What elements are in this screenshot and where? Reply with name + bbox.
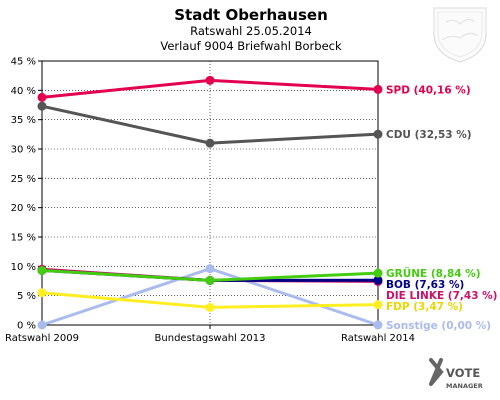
end-labels: SPD (40,16 %) CDU (32,53 %) GRÜNE (8,84 %)… — [386, 84, 497, 332]
y-tick-label: 30 % — [11, 145, 36, 156]
x-tick-label: Ratswahl 2014 — [341, 333, 415, 344]
end-label-spd: SPD (40,16 %) — [386, 84, 471, 96]
end-label-die-linke: DIE LINKE (7,43 %) — [386, 290, 497, 302]
data-point — [205, 264, 215, 274]
data-point — [205, 75, 215, 85]
end-label-gr-ne: GRÜNE (8,84 %) — [386, 266, 481, 280]
x-mark-icon — [429, 358, 444, 386]
y-axis: 0 % 5 % 10 % 15 % 20 % 25 % 30 % 35 % 40 % 45 % — [11, 57, 42, 332]
end-label-fdp: FDP (3,47 %) — [386, 301, 463, 313]
x-tick-label: Bundestagswahl 2013 — [155, 333, 266, 344]
data-point — [373, 129, 383, 139]
city-coat-of-arms-icon — [433, 7, 487, 63]
y-tick-label: 35 % — [11, 115, 36, 126]
logo-text-bottom: MANAGER — [446, 382, 483, 390]
data-point — [37, 320, 47, 330]
y-tick-label: 10 % — [11, 262, 36, 273]
data-point — [37, 288, 47, 298]
end-label-bob: BOB (7,63 %) — [386, 279, 464, 291]
series-cdu — [37, 101, 383, 148]
y-tick-label: 20 % — [11, 203, 36, 214]
y-tick-label: 45 % — [11, 57, 36, 68]
series-fdp — [37, 288, 383, 312]
y-tick-label: 15 % — [11, 233, 36, 244]
data-point — [205, 275, 215, 285]
data-point — [205, 302, 215, 312]
plot-frame — [41, 60, 379, 326]
data-point — [205, 138, 215, 148]
end-label-sonstige: Sonstige (0,00 %) — [386, 320, 491, 332]
chart-subtitle-2: Verlauf 9004 Briefwahl Borbeck — [160, 39, 342, 53]
end-label-cdu: CDU (32,53 %) — [386, 129, 472, 141]
series-group — [37, 75, 383, 330]
y-tick-label: 40 % — [11, 86, 36, 97]
vote-manager-logo: VOTE MANAGER — [429, 358, 483, 390]
data-point — [373, 275, 383, 285]
logo-text-top: VOTE — [446, 366, 480, 380]
data-point — [373, 84, 383, 94]
y-tick-label: 25 % — [11, 174, 36, 185]
data-point — [37, 101, 47, 111]
data-point — [37, 92, 47, 102]
data-point — [373, 320, 383, 330]
x-axis: Ratswahl 2009 Bundestagswahl 2013 Ratswahl… — [5, 325, 415, 344]
chart-subtitle: Ratswahl 25.05.2014 — [190, 24, 312, 38]
y-tick-label: 0 % — [17, 321, 36, 332]
y-tick-label: 5 % — [17, 291, 36, 302]
data-point — [373, 300, 383, 310]
grid — [42, 60, 378, 326]
data-point — [37, 265, 47, 275]
data-point — [373, 268, 383, 278]
series-spd — [37, 75, 383, 102]
series-gr-ne — [37, 265, 383, 285]
x-tick-label: Ratswahl 2009 — [5, 333, 79, 344]
chart-title: Stadt Oberhausen — [174, 6, 328, 24]
